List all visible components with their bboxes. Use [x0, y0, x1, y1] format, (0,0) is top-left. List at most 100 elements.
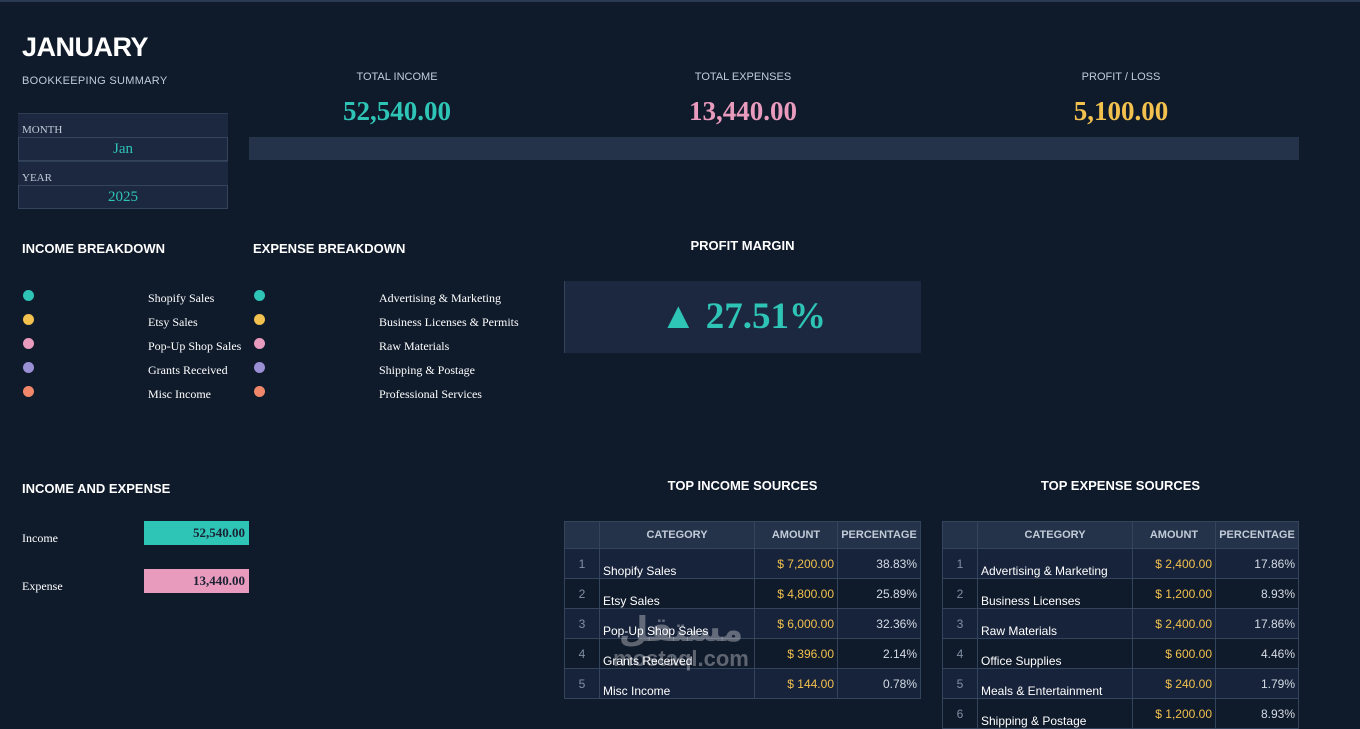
page-title: JANUARY	[22, 32, 149, 62]
row-category: Grants Received	[599, 638, 755, 669]
legend-dot-icon	[254, 338, 265, 349]
table-header-row: CATEGORY AMOUNT PERCENTAGE	[942, 521, 1299, 549]
row-percentage: 17.86%	[1215, 608, 1299, 639]
percentage-header: PERCENTAGE	[1215, 521, 1299, 549]
row-amount: $ 4,800.00	[754, 578, 838, 609]
row-amount: $ 396.00	[754, 638, 838, 669]
income-legend-label: Misc Income	[148, 387, 211, 401]
table-row: 1 Advertising & Marketing $ 2,400.00 17.…	[942, 548, 1299, 579]
top-expense-table: CATEGORY AMOUNT PERCENTAGE 1 Advertising…	[942, 521, 1299, 729]
row-category: Misc Income	[599, 668, 755, 699]
profit-loss-label: PROFIT / LOSS	[1081, 71, 1161, 83]
row-category: Raw Materials	[977, 608, 1133, 639]
total-income-value: 52,540.00	[343, 96, 451, 126]
row-amount: $ 2,400.00	[1132, 548, 1216, 579]
expense-legend-label: Shipping & Postage	[379, 363, 476, 377]
watermark: مستقل mostaql.com	[596, 612, 766, 670]
index-header	[942, 521, 978, 549]
top-income-title: TOP INCOME SOURCES	[667, 478, 818, 493]
legend-dot-icon	[23, 362, 34, 373]
table-row: 4 Grants Received $ 396.00 2.14%	[564, 638, 921, 669]
row-percentage: 8.93%	[1215, 698, 1299, 729]
legend-dot-icon	[254, 386, 265, 397]
row-amount: $ 144.00	[754, 668, 838, 699]
year-label: YEAR	[18, 161, 228, 185]
amount-header: AMOUNT	[1132, 521, 1216, 549]
total-income-label: TOTAL INCOME	[356, 71, 438, 83]
row-amount: $ 2,400.00	[1132, 608, 1216, 639]
top-border	[0, 0, 1360, 2]
row-index: 1	[942, 548, 978, 579]
legend-dot-icon	[23, 290, 34, 301]
row-percentage: 25.89%	[837, 578, 921, 609]
row-category: Shopify Sales	[599, 548, 755, 579]
row-category: Office Supplies	[977, 638, 1133, 669]
amount-header: AMOUNT	[754, 521, 838, 549]
category-header: CATEGORY	[599, 521, 755, 549]
row-amount: $ 6,000.00	[754, 608, 838, 639]
row-amount: $ 600.00	[1132, 638, 1216, 669]
month-label: MONTH	[18, 113, 228, 137]
table-row: 6 Shipping & Postage $ 1,200.00 8.93%	[942, 698, 1299, 729]
expense-legend-label: Advertising & Marketing	[379, 291, 501, 305]
category-header: CATEGORY	[977, 521, 1133, 549]
income-legend-label: Pop-Up Shop Sales	[148, 339, 242, 353]
row-percentage: 1.79%	[1215, 668, 1299, 699]
expense-legend-label: Business Licenses & Permits	[379, 315, 519, 329]
legend-dot-icon	[254, 362, 265, 373]
table-header-row: CATEGORY AMOUNT PERCENTAGE	[564, 521, 921, 549]
kpi-bar	[249, 137, 1299, 160]
month-select[interactable]: Jan	[18, 137, 228, 161]
income-legend-label: Grants Received	[148, 363, 228, 377]
row-category: Meals & Entertainment	[977, 668, 1133, 699]
income-bar: 52,540.00	[144, 521, 249, 545]
income-expense-title: INCOME AND EXPENSE	[22, 481, 171, 496]
page-subtitle: BOOKKEEPING SUMMARY	[22, 75, 168, 87]
table-row: 5 Meals & Entertainment $ 240.00 1.79%	[942, 668, 1299, 699]
row-amount: $ 240.00	[1132, 668, 1216, 699]
table-row: 2 Business Licenses $ 1,200.00 8.93%	[942, 578, 1299, 609]
index-header	[564, 521, 600, 549]
row-percentage: 2.14%	[837, 638, 921, 669]
income-legend-label: Etsy Sales	[148, 315, 198, 329]
profit-loss-value: 5,100.00	[1073, 96, 1169, 126]
legend-dot-icon	[254, 314, 265, 325]
row-index: 1	[564, 548, 600, 579]
table-row: 2 Etsy Sales $ 4,800.00 25.89%	[564, 578, 921, 609]
row-percentage: 0.78%	[837, 668, 921, 699]
expense-bar: 13,440.00	[144, 569, 249, 593]
table-row: 3 Raw Materials $ 2,400.00 17.86%	[942, 608, 1299, 639]
expense-breakdown-title: EXPENSE BREAKDOWN	[253, 241, 406, 256]
row-index: 6	[942, 698, 978, 729]
row-percentage: 8.93%	[1215, 578, 1299, 609]
total-expenses-label: TOTAL EXPENSES	[694, 71, 792, 83]
year-select[interactable]: 2025	[18, 185, 228, 209]
row-index: 4	[942, 638, 978, 669]
expense-label: Expense	[22, 579, 63, 593]
table-row: 5 Misc Income $ 144.00 0.78%	[564, 668, 921, 699]
expense-legend-label: Raw Materials	[379, 339, 450, 353]
row-index: 5	[564, 668, 600, 699]
income-legend-label: Shopify Sales	[148, 291, 215, 305]
income-breakdown-title: INCOME BREAKDOWN	[22, 241, 165, 256]
row-amount: $ 7,200.00	[754, 548, 838, 579]
profit-margin-value: ▲ 27.51%	[564, 281, 921, 353]
legend-dot-icon	[23, 314, 34, 325]
watermark-latin: mostaql.com	[613, 646, 749, 671]
row-index: 4	[564, 638, 600, 669]
expense-legend-label: Professional Services	[379, 387, 482, 401]
row-category: Advertising & Marketing	[977, 548, 1133, 579]
row-category: Shipping & Postage	[977, 698, 1133, 729]
row-percentage: 17.86%	[1215, 548, 1299, 579]
row-percentage: 32.36%	[837, 608, 921, 639]
row-amount: $ 1,200.00	[1132, 578, 1216, 609]
table-row: 4 Office Supplies $ 600.00 4.46%	[942, 638, 1299, 669]
table-row: 1 Shopify Sales $ 7,200.00 38.83%	[564, 548, 921, 579]
legend-dot-icon	[23, 386, 34, 397]
row-percentage: 4.46%	[1215, 638, 1299, 669]
row-index: 2	[942, 578, 978, 609]
profit-margin-title: PROFIT MARGIN	[690, 238, 795, 253]
row-percentage: 38.83%	[837, 548, 921, 579]
row-index: 5	[942, 668, 978, 699]
row-index: 3	[564, 608, 600, 639]
